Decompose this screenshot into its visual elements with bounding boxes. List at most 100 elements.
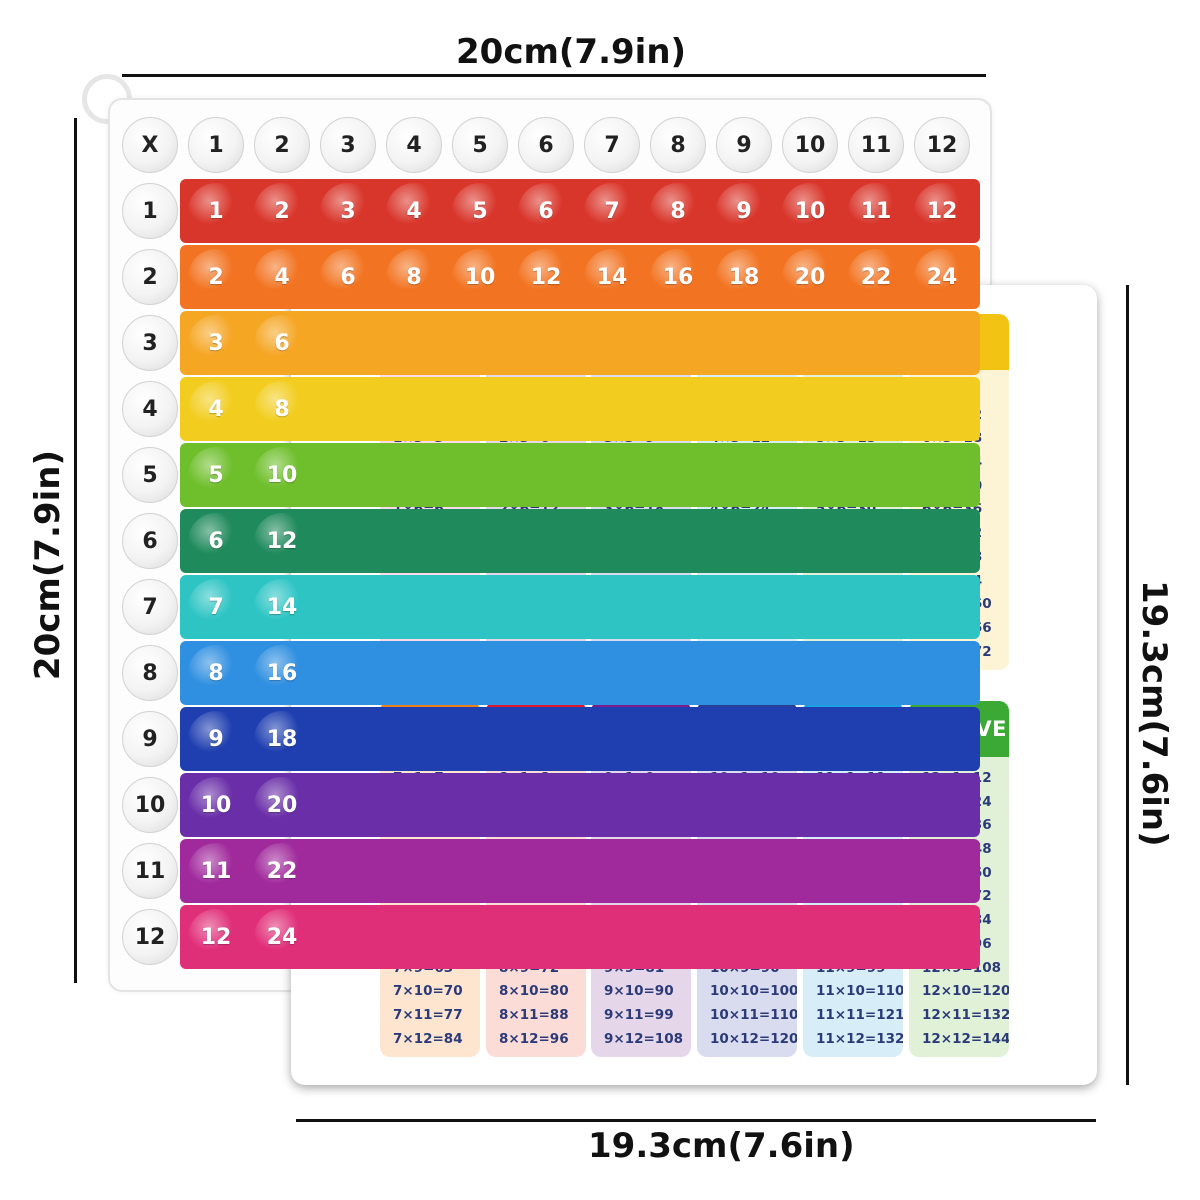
board-row-band xyxy=(180,641,980,705)
bottom-dimension-label: 19.3cm(7.6in) xyxy=(588,1126,855,1166)
board-product-bubble[interactable]: 22 xyxy=(848,249,904,305)
board-product-bubble[interactable]: 8 xyxy=(386,249,442,305)
board-row-band xyxy=(180,773,980,837)
times-table-equation: 7×11=77 xyxy=(393,1006,463,1023)
board-row-header-bubble[interactable]: 6 xyxy=(122,513,178,569)
board-product-bubble[interactable]: 4 xyxy=(254,249,310,305)
times-table-equation: 8×11=88 xyxy=(499,1006,569,1023)
board-product-bubble[interactable]: 2 xyxy=(188,249,244,305)
right-dimension-label: 19.3cm(7.6in) xyxy=(1134,580,1174,847)
board-row-header-bubble[interactable]: 2 xyxy=(122,249,178,305)
board-row-header-bubble[interactable]: 11 xyxy=(122,843,178,899)
board-product-bubble[interactable]: 5 xyxy=(452,183,508,239)
board-product-bubble[interactable]: 4 xyxy=(386,183,442,239)
board-product-bubble[interactable]: 8 xyxy=(650,183,706,239)
board-column-header-bubble[interactable]: 12 xyxy=(914,117,970,173)
board-product-bubble[interactable]: 10 xyxy=(452,249,508,305)
board-product-bubble[interactable]: 5 xyxy=(188,447,244,503)
board-product-bubble[interactable]: 2 xyxy=(254,183,310,239)
board-row-header-bubble[interactable]: 9 xyxy=(122,711,178,767)
board-product-bubble[interactable]: 20 xyxy=(254,777,310,833)
board-product-bubble[interactable]: 10 xyxy=(254,447,310,503)
board-product-bubble[interactable]: 6 xyxy=(320,249,376,305)
times-table-equation: 7×12=84 xyxy=(393,1030,463,1047)
board-product-bubble[interactable]: 9 xyxy=(188,711,244,767)
board-product-bubble[interactable]: 7 xyxy=(584,183,640,239)
board-row-band xyxy=(180,311,980,375)
board-row-header-bubble[interactable]: 5 xyxy=(122,447,178,503)
times-table-equation: 11×10=110 xyxy=(816,983,903,1000)
board-column-header-bubble[interactable]: 5 xyxy=(452,117,508,173)
times-table-equation: 10×11=110 xyxy=(710,1006,797,1023)
board-row-header-bubble[interactable]: 8 xyxy=(122,645,178,701)
board-row-band xyxy=(180,509,980,573)
board-product-bubble[interactable]: 14 xyxy=(254,579,310,635)
board-corner-bubble[interactable]: X xyxy=(122,117,178,173)
board-row-band xyxy=(180,905,980,969)
board-product-bubble[interactable]: 4 xyxy=(188,381,244,437)
board-product-bubble[interactable]: 18 xyxy=(254,711,310,767)
board-product-bubble[interactable]: 8 xyxy=(188,645,244,701)
board-product-bubble[interactable]: 16 xyxy=(650,249,706,305)
times-table-equation: 8×10=80 xyxy=(499,983,569,1000)
board-column-header-bubble[interactable]: 9 xyxy=(716,117,772,173)
board-product-bubble[interactable]: 10 xyxy=(782,183,838,239)
board-product-bubble[interactable]: 22 xyxy=(254,843,310,899)
left-dimension-line xyxy=(74,118,77,983)
board-column-header-bubble[interactable]: 11 xyxy=(848,117,904,173)
board-column-header-bubble[interactable]: 6 xyxy=(518,117,574,173)
times-table-equation: 12×10=120 xyxy=(922,983,1009,1000)
board-product-bubble[interactable]: 18 xyxy=(716,249,772,305)
board-product-bubble[interactable]: 20 xyxy=(782,249,838,305)
board-product-bubble[interactable]: 12 xyxy=(254,513,310,569)
board-column-header-bubble[interactable]: 4 xyxy=(386,117,442,173)
times-table-equation: 12×12=144 xyxy=(922,1030,1009,1047)
bottom-dimension-line xyxy=(296,1119,1096,1122)
board-product-bubble[interactable]: 24 xyxy=(914,249,970,305)
board-product-bubble[interactable]: 11 xyxy=(188,843,244,899)
board-row-header-bubble[interactable]: 10 xyxy=(122,777,178,833)
board-product-bubble[interactable]: 24 xyxy=(254,909,310,965)
top-dimension-label: 20cm(7.9in) xyxy=(456,32,687,72)
board-row-band xyxy=(180,377,980,441)
board-product-bubble[interactable]: 6 xyxy=(518,183,574,239)
board-product-bubble[interactable]: 16 xyxy=(254,645,310,701)
times-table-equation: 9×10=90 xyxy=(604,983,674,1000)
board-product-bubble[interactable]: 3 xyxy=(320,183,376,239)
board-product-bubble[interactable]: 6 xyxy=(254,315,310,371)
board-product-bubble[interactable]: 12 xyxy=(914,183,970,239)
board-product-bubble[interactable]: 12 xyxy=(188,909,244,965)
board-product-bubble[interactable]: 12 xyxy=(518,249,574,305)
board-row-header-bubble[interactable]: 4 xyxy=(122,381,178,437)
board-row-header-bubble[interactable]: 3 xyxy=(122,315,178,371)
board-row-band xyxy=(180,707,980,771)
board-row-header-bubble[interactable]: 1 xyxy=(122,183,178,239)
board-product-bubble[interactable]: 10 xyxy=(188,777,244,833)
times-table-equation: 7×10=70 xyxy=(393,983,463,1000)
board-product-bubble[interactable]: 6 xyxy=(188,513,244,569)
top-dimension-line xyxy=(122,74,986,77)
board-product-bubble[interactable]: 3 xyxy=(188,315,244,371)
board-product-bubble[interactable]: 11 xyxy=(848,183,904,239)
times-table-equation: 11×12=132 xyxy=(816,1030,903,1047)
board-row-header-bubble[interactable]: 12 xyxy=(122,909,178,965)
times-table-equation: 11×11=121 xyxy=(816,1006,903,1023)
board-column-header-bubble[interactable]: 3 xyxy=(320,117,376,173)
times-table-equation: 8×12=96 xyxy=(499,1030,569,1047)
board-row-band xyxy=(180,245,980,309)
times-table-equation: 10×10=100 xyxy=(710,983,797,1000)
left-dimension-label: 20cm(7.9in) xyxy=(28,450,68,681)
board-column-header-bubble[interactable]: 10 xyxy=(782,117,838,173)
times-table-equation: 9×12=108 xyxy=(604,1030,683,1047)
board-column-header-bubble[interactable]: 8 xyxy=(650,117,706,173)
board-product-bubble[interactable]: 8 xyxy=(254,381,310,437)
board-product-bubble[interactable]: 9 xyxy=(716,183,772,239)
board-column-header-bubble[interactable]: 1 xyxy=(188,117,244,173)
board-row-band xyxy=(180,179,980,243)
board-product-bubble[interactable]: 1 xyxy=(188,183,244,239)
board-column-header-bubble[interactable]: 7 xyxy=(584,117,640,173)
board-row-header-bubble[interactable]: 7 xyxy=(122,579,178,635)
board-column-header-bubble[interactable]: 2 xyxy=(254,117,310,173)
board-product-bubble[interactable]: 7 xyxy=(188,579,244,635)
board-product-bubble[interactable]: 14 xyxy=(584,249,640,305)
